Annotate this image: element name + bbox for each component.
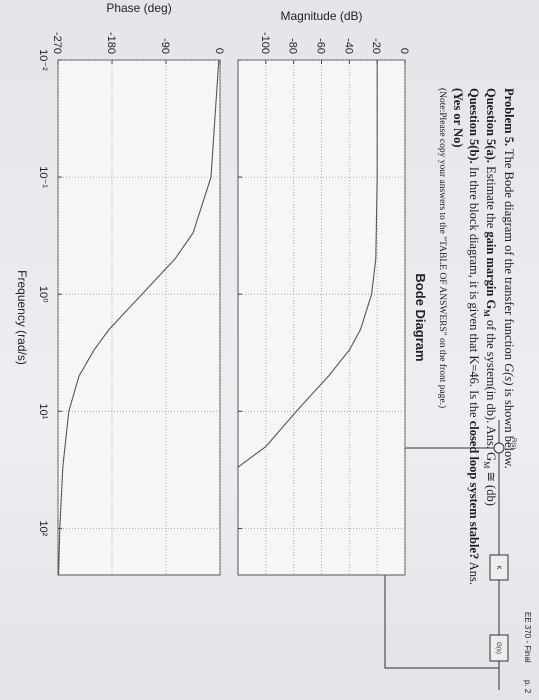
y-tick-label: -270	[51, 32, 63, 54]
x-tick-label: 10⁻²	[37, 49, 49, 71]
input-label: R(s)	[510, 438, 516, 449]
footer-page: p. 2	[523, 680, 532, 694]
data-line	[58, 59, 220, 576]
question-b: Question 5(b). In thre block diagram, it…	[467, 88, 481, 585]
text: In thre block diagram, it is given that …	[467, 164, 481, 421]
chart-title: Bode Diagram	[413, 273, 428, 361]
text: Question 5(b).	[467, 88, 481, 164]
text: Estimate the	[484, 163, 498, 231]
note: (Note:Please copy your answers to the "T…	[437, 88, 448, 408]
data-line	[237, 60, 378, 468]
text: gain margin G	[484, 231, 498, 309]
x-tick-label: 10⁰	[37, 286, 49, 303]
text: of the system(in db). Ans. G	[484, 317, 498, 461]
y-tick-label: 0	[398, 48, 410, 54]
question-a: Question 5(a). Estimate the gain margin …	[482, 88, 498, 506]
text: is shown below.	[502, 385, 516, 468]
y-axis-label: Magnitude (dB)	[280, 9, 362, 23]
y-tick-label: -20	[370, 38, 382, 54]
summing-junction	[493, 442, 505, 454]
gain-label: K	[495, 565, 501, 569]
plant-label: G(s)	[495, 642, 501, 654]
y-axis-label: Phase (deg)	[106, 1, 171, 15]
text: M	[482, 461, 491, 468]
y-tick-label: -80	[287, 38, 299, 54]
text: closed loop system stable?	[467, 421, 481, 560]
text: The Bode diagram of the transfer functio…	[502, 146, 516, 363]
plot-area	[237, 59, 406, 576]
text: G(s)	[502, 363, 516, 385]
y-tick-label: -60	[315, 38, 327, 54]
text: Ans.	[467, 559, 481, 585]
text: Question 5(a).	[484, 88, 498, 163]
x-tick-label: 10⁻¹	[37, 166, 49, 188]
plot-area	[57, 59, 221, 576]
x-tick-label: 10²	[37, 520, 49, 536]
y-tick-label: -40	[342, 38, 354, 54]
text: M	[482, 309, 491, 317]
y-tick-label: -180	[105, 32, 117, 54]
footer-course: EE 370 - Final	[523, 612, 532, 663]
yes-no: (Yes or No)	[451, 88, 465, 147]
y-tick-label: 0	[213, 48, 225, 54]
y-tick-label: -90	[159, 38, 171, 54]
x-tick-label: 10¹	[37, 403, 49, 419]
problem-line: Problem 5. The Bode diagram of the trans…	[502, 88, 516, 469]
text: Problem 5.	[502, 88, 516, 146]
x-axis-label: Frequency (rad/s)	[15, 270, 29, 365]
text: ≅ (db)	[484, 468, 498, 506]
y-tick-label: -100	[259, 32, 271, 54]
